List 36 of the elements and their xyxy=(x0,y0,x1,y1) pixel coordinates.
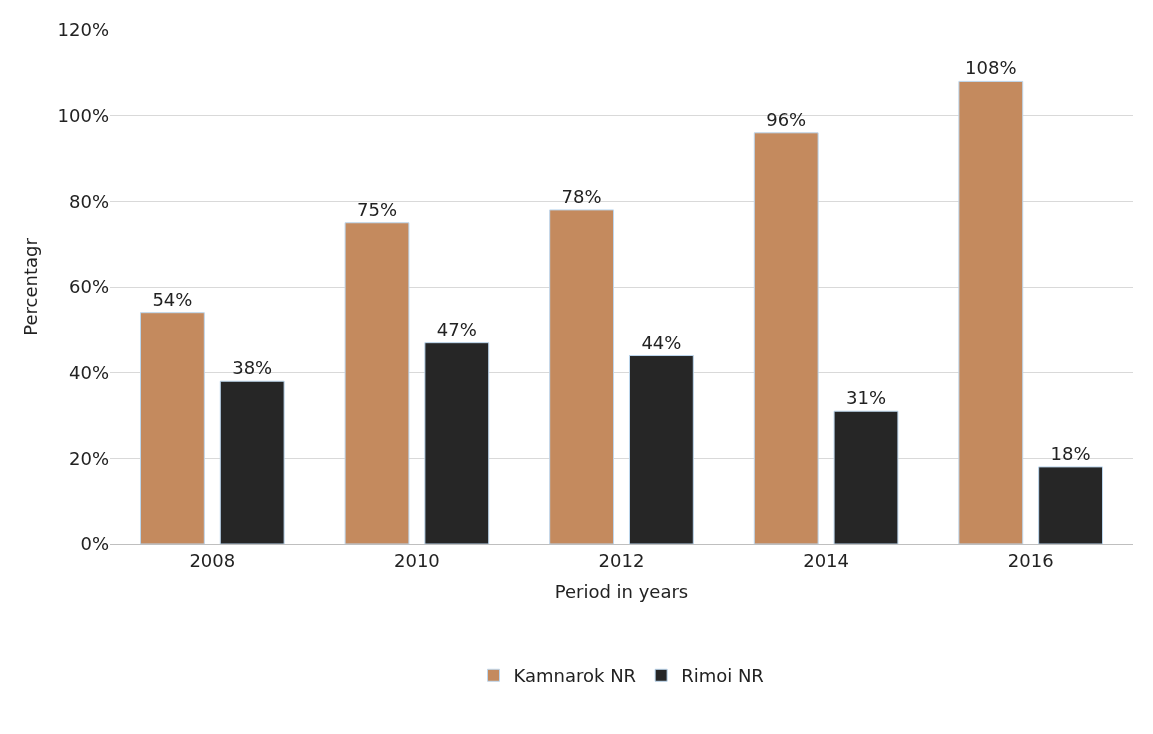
data-label: 18% xyxy=(1050,442,1091,464)
y-tick-label: 60% xyxy=(68,276,109,298)
bar xyxy=(219,380,285,544)
x-tick-label: 2008 xyxy=(189,549,236,571)
y-tick-label: 40% xyxy=(68,361,109,383)
y-tick-label: 80% xyxy=(68,190,109,212)
legend-label: Kamnarok NR xyxy=(513,665,637,687)
bar xyxy=(139,312,205,544)
y-tick-label: 120% xyxy=(57,19,109,41)
bar xyxy=(1038,466,1104,544)
bar xyxy=(549,209,615,544)
x-tick-label: 2016 xyxy=(1007,549,1054,571)
data-label: 31% xyxy=(845,387,886,409)
data-label: 44% xyxy=(641,331,682,353)
bar xyxy=(753,132,819,544)
data-label: 38% xyxy=(232,357,273,379)
y-tick-label: 100% xyxy=(57,104,109,126)
data-label: 47% xyxy=(436,318,477,340)
y-tick-label: 20% xyxy=(68,447,109,469)
y-axis-title: Percentagr xyxy=(19,237,41,336)
bar xyxy=(424,342,490,544)
data-label: 78% xyxy=(561,185,602,207)
x-tick-label: 2012 xyxy=(598,549,645,571)
x-axis-title: Period in years xyxy=(554,580,689,602)
bar xyxy=(833,410,899,544)
legend-label: Rimoi NR xyxy=(681,665,764,687)
bar xyxy=(958,80,1024,544)
data-label: 108% xyxy=(965,57,1017,79)
bar xyxy=(628,355,694,544)
y-tick-label: 0% xyxy=(80,533,109,555)
x-tick-label: 2014 xyxy=(803,549,850,571)
x-tick-label: 2010 xyxy=(393,549,440,571)
data-label: 54% xyxy=(152,288,193,310)
data-label: 75% xyxy=(357,198,398,220)
data-label: 96% xyxy=(766,108,807,130)
bar xyxy=(344,222,410,544)
